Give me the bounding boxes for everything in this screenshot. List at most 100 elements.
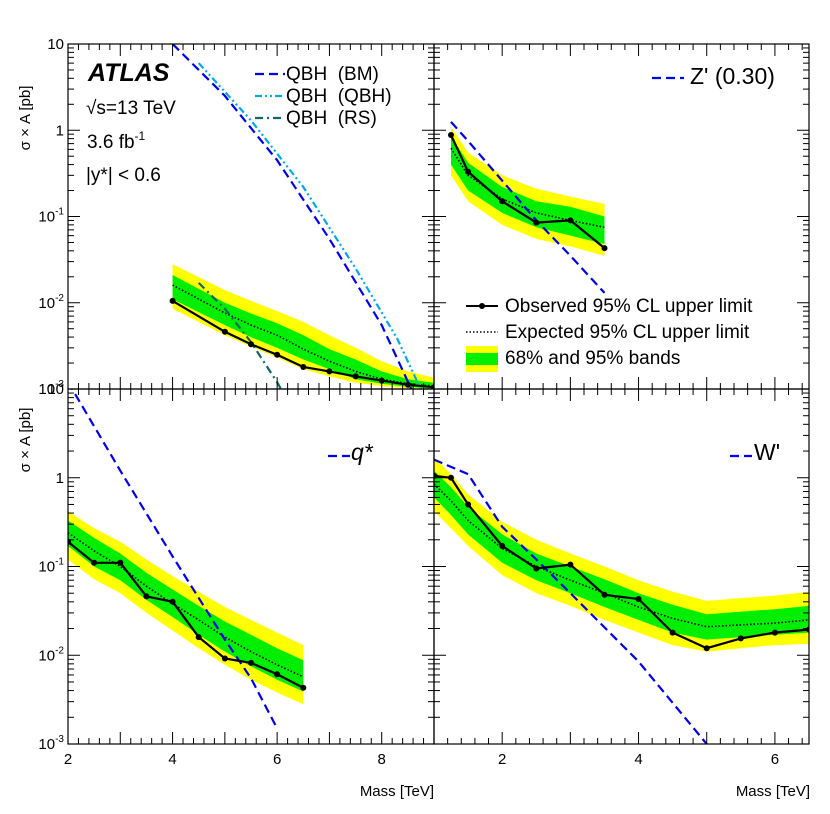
y-tick-label: 1 [56, 470, 64, 487]
observed-point [300, 364, 307, 370]
observed-point [169, 598, 176, 605]
observed-line-bottom-left [68, 540, 304, 689]
y-axis-title-top: σ × A [pb] [17, 86, 34, 151]
observed-point [635, 596, 642, 602]
panel-content-top-right [448, 121, 608, 294]
panel-content-bottom-right [434, 457, 809, 744]
y-tick-label-base: 10 [38, 559, 55, 576]
expected-line-top-right [450, 147, 605, 229]
y-tick-label-exponent: -2 [55, 645, 64, 656]
model-curve-top-right-0 [450, 121, 606, 294]
y-tick-label-base: 10 [38, 381, 55, 398]
observed-point [248, 659, 254, 666]
observed-point [274, 351, 281, 358]
observed-point [248, 341, 254, 348]
observed-point [352, 373, 359, 380]
observed-point [806, 626, 809, 633]
observed-point [669, 629, 676, 636]
panel-frame-bottom-right [433, 388, 810, 745]
legend-label-bm: QBH (BM) [286, 64, 379, 85]
wprime-legend: W' [730, 439, 780, 465]
observed-point [431, 384, 434, 389]
legend-band68-swatch [466, 353, 498, 365]
legend-label-rs: QBH (RS) [286, 108, 377, 129]
y-tick-label: 10-2 [38, 293, 64, 312]
legend-observed-label: Observed 95% CL upper limit [505, 296, 753, 317]
observed-point [533, 219, 540, 226]
legend-bands-label: 68% and 95% bands [505, 348, 680, 369]
y-tick-label-exponent: -3 [55, 379, 64, 390]
model-curve-bottom-right-0 [434, 458, 708, 744]
zprime-legend: Z' (0.30) [652, 63, 775, 89]
legend-label-qbh: QBH (QBH) [286, 86, 392, 107]
y-tick-label-exponent: -2 [55, 293, 64, 304]
legend-expected-label: Expected 95% CL upper limit [505, 322, 750, 343]
observed-point [448, 132, 454, 138]
limits-legend: Observed 95% CL upper limit Expected 95%… [466, 296, 753, 372]
band-68-top-right [451, 136, 605, 244]
observed-point [737, 635, 744, 642]
band-95-bottom-right [434, 457, 809, 652]
y-tick-label: 10-2 [38, 645, 64, 664]
zprime-legend-label: Z' (0.30) [690, 63, 775, 89]
observed-point [499, 198, 506, 205]
observed-point [169, 297, 176, 304]
observed-point [601, 591, 608, 598]
y-tick-label: 10 [47, 381, 64, 398]
y-tick-label: 1 [56, 122, 64, 139]
y-tick-label-base: 10 [38, 647, 55, 664]
observed-point [465, 168, 472, 175]
x-tick-label: 2 [498, 751, 506, 768]
qstar-legend: q* [328, 439, 374, 465]
y-tick-label: 10-3 [38, 379, 64, 398]
y-tick-label-base: 10 [38, 736, 55, 753]
band-95-top-left [172, 264, 434, 389]
panel-top-right [433, 43, 810, 390]
x-tick-label: 6 [273, 751, 281, 768]
observed-point [117, 559, 124, 566]
observed-point [274, 671, 281, 678]
qstar-legend-label: q* [351, 439, 374, 465]
x-tick-label: 2 [64, 751, 72, 768]
y-tick-label-exponent: -1 [55, 557, 64, 568]
observed-line-top-left [172, 299, 434, 389]
model-curve-top-left-0 [171, 44, 413, 389]
observed-point [567, 217, 574, 224]
band-68-bottom-left [68, 520, 304, 692]
observed-point [221, 328, 228, 335]
observed-point [300, 684, 307, 691]
x-axis-title-left: Mass [TeV] [360, 783, 434, 800]
lumi-label: 3.6 fb-1 [87, 129, 146, 153]
x-tick-label: 4 [634, 751, 642, 768]
x-tick-label: 6 [771, 751, 779, 768]
observed-point [326, 368, 333, 375]
observed-point [143, 593, 150, 600]
observed-point [567, 561, 574, 568]
y-tick-label-exponent: -3 [55, 734, 64, 745]
legend-observed-marker [479, 303, 485, 309]
y-tick-label: 10-3 [38, 734, 64, 753]
observed-point [448, 474, 454, 481]
rapidity-cut-label: |y*| < 0.6 [86, 165, 161, 186]
model-curve-bottom-left-0 [70, 389, 279, 729]
qbh-legend: QBH (BM) QBH (QBH) QBH (RS) [255, 64, 392, 129]
x-tick-label: 4 [168, 751, 176, 768]
panel-content-bottom-left [68, 389, 307, 729]
wprime-legend-label: W' [754, 439, 780, 465]
y-axis-title-bottom: σ × A [pb] [17, 408, 34, 473]
observed-point [404, 381, 411, 388]
observed-point [465, 501, 472, 508]
energy-label: √s=13 TeV [86, 98, 176, 119]
atlas-label: ATLAS [87, 59, 170, 87]
model-curve-top-left-1 [197, 62, 422, 389]
x-axis-title-right: Mass [TeV] [736, 783, 810, 800]
panel-bottom-right: 2 4 6 [433, 388, 810, 768]
expected-line-bottom-right [434, 483, 809, 628]
observed-point [195, 634, 202, 641]
observed-line-top-right [450, 134, 606, 249]
y-tick-label-exponent: -1 [55, 207, 64, 218]
y-tick-label-base: 10 [38, 295, 55, 312]
panel-content-top-left [169, 44, 434, 389]
